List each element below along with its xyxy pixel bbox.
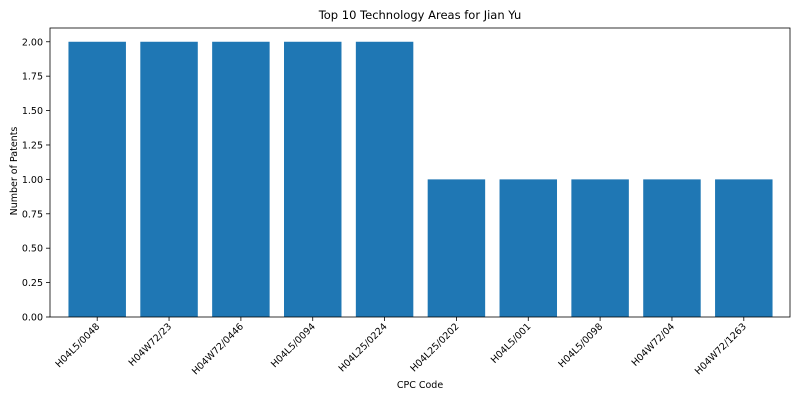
y-tick-label: 1.75 [22,72,43,83]
bar-H04W72/0446 [212,42,269,317]
y-tick-label: 2.00 [22,37,43,48]
y-tick-label: 0.75 [22,209,43,220]
bar-H04L5/0098 [571,179,628,317]
y-axis-label: Number of Patents [9,127,20,216]
x-tick-label: H04L25/0202 [409,321,462,374]
y-tick-label: 1.25 [22,140,43,151]
y-tick-label: 0.25 [22,278,43,289]
x-axis: H04L5/0048 H04W72/23 H04W72/0446 H04L5/0094… [54,317,749,377]
bar-H04L25/0224 [356,42,413,317]
bar-H04W72/23 [140,42,197,317]
bars-group [68,42,772,317]
bar-H04L25/0202 [428,179,485,317]
x-tick-label: H04L5/001 [489,321,533,365]
y-tick-label: 1.50 [22,106,43,117]
x-tick-label: H04W72/04 [630,321,677,368]
x-tick-label: H04W72/23 [127,321,174,368]
y-tick-label: 0.50 [22,244,43,255]
x-tick-label: H04L25/0224 [337,321,390,374]
chart-title: Top 10 Technology Areas for Jian Yu [318,8,522,22]
bar-H04W72/04 [643,179,700,317]
bar-H04L5/001 [500,179,557,317]
x-tick-label: H04L5/0098 [556,321,605,370]
bar-H04L5/0094 [284,42,341,317]
x-tick-label: H04L5/0048 [54,321,103,370]
bar-H04L5/0048 [68,42,125,317]
y-axis: 0.00 0.25 0.50 0.75 1.00 1.25 1.50 1.75 2.00 [22,37,50,323]
x-axis-label: CPC Code [397,380,443,391]
y-tick-label: 1.00 [22,175,43,186]
x-tick-label: H04W72/1263 [693,321,749,377]
x-tick-label: H04L5/0094 [269,321,318,370]
y-tick-label: 0.00 [22,313,43,324]
bar-H04W72/1263 [715,179,772,317]
x-tick-label: H04W72/0446 [190,321,246,377]
